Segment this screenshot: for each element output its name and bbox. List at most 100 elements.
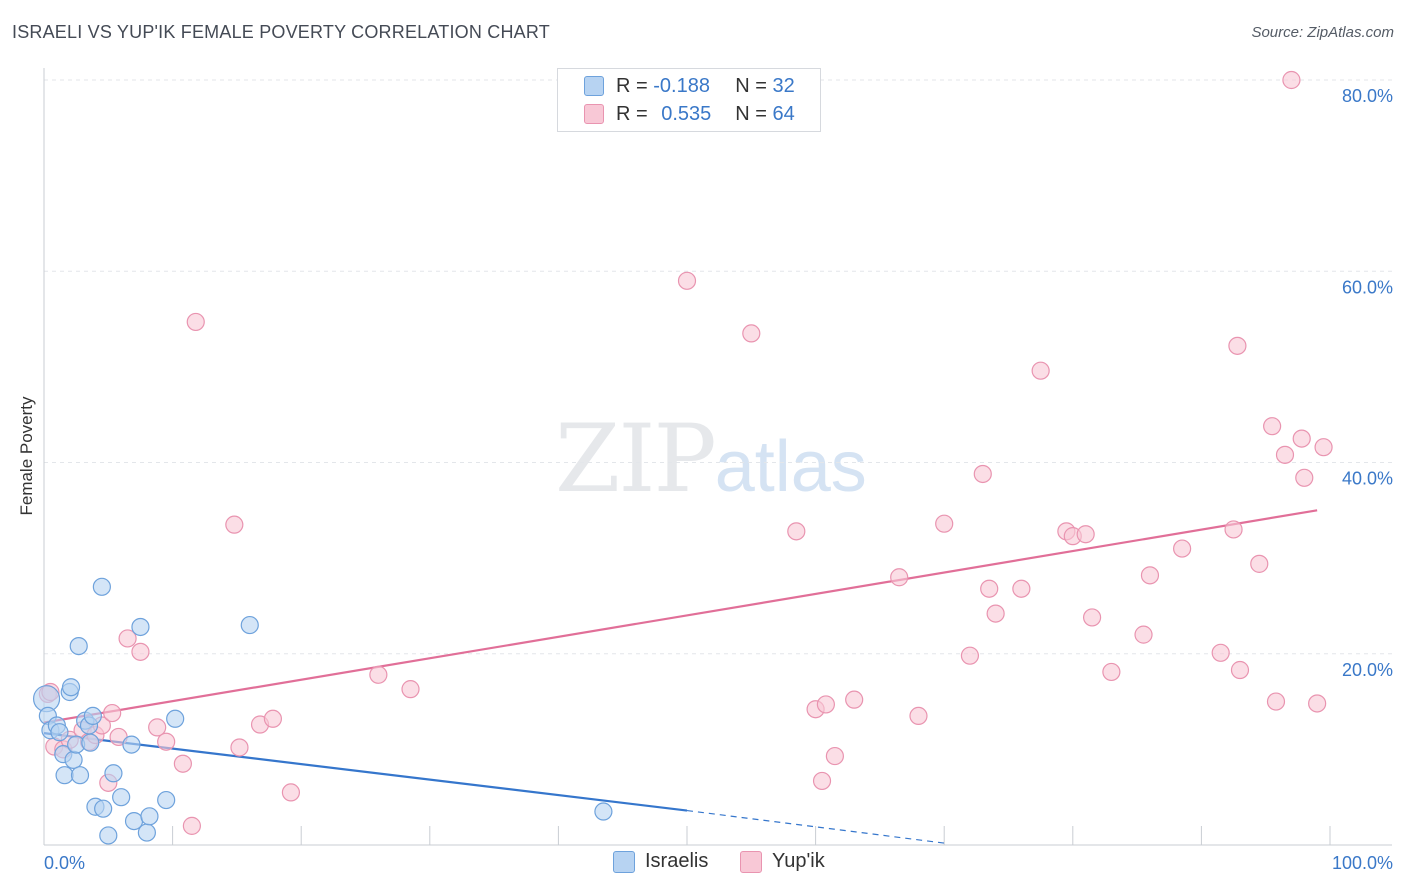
point-israelis xyxy=(50,723,69,742)
x-tick-label: 0.0% xyxy=(44,853,85,873)
trend-lines xyxy=(43,509,1318,844)
point-israelis xyxy=(131,617,150,637)
point-yupik xyxy=(1250,554,1269,573)
point-yupik xyxy=(1031,361,1050,380)
point-yupik xyxy=(1292,429,1311,448)
point-israelis xyxy=(122,735,141,754)
point-israelis xyxy=(240,615,259,635)
bottom-legend-label: Yup'ik xyxy=(772,850,825,872)
point-yupik xyxy=(1082,608,1102,627)
point-yupik xyxy=(1275,445,1295,464)
y-tick-label: 80.0% xyxy=(1342,86,1393,106)
point-israelis xyxy=(104,764,123,783)
point-israelis xyxy=(112,788,131,807)
source-attribution: Source: ZipAtlas.com xyxy=(1251,24,1394,41)
point-israelis xyxy=(137,823,156,842)
legend-n-value: 32 xyxy=(772,74,795,97)
point-israelis xyxy=(83,706,102,726)
gridlines xyxy=(44,79,1392,655)
point-yupik xyxy=(281,783,301,802)
point-israelis xyxy=(99,826,118,845)
point-yupik xyxy=(1224,520,1243,539)
point-israelis xyxy=(94,799,113,818)
point-yupik xyxy=(980,579,999,598)
bottom-legend-yupik: Yup'ik xyxy=(740,850,825,873)
point-yupik xyxy=(909,706,928,726)
point-yupik xyxy=(1228,336,1247,355)
point-yupik xyxy=(131,642,150,661)
point-yupik xyxy=(369,665,388,684)
point-yupik xyxy=(935,514,954,533)
watermark-atlas: atlas xyxy=(714,427,867,507)
point-yupik xyxy=(1102,662,1121,682)
y-tick-label: 40.0% xyxy=(1342,469,1393,489)
point-yupik xyxy=(225,515,244,534)
bottom-legend-label: Israelis xyxy=(645,850,709,872)
point-yupik xyxy=(1140,566,1160,585)
bottom-legend-swatch-blue xyxy=(613,850,635,873)
point-yupik xyxy=(182,816,201,835)
point-yupik xyxy=(157,732,176,751)
point-israelis xyxy=(594,802,613,821)
point-yupik xyxy=(1230,660,1250,680)
point-yupik xyxy=(148,718,167,737)
point-yupik xyxy=(812,771,832,791)
point-yupik xyxy=(1314,438,1333,457)
legend-swatch-blue xyxy=(584,76,604,96)
point-yupik xyxy=(230,738,249,757)
x-tick-label: 100.0% xyxy=(1332,853,1393,873)
point-yupik xyxy=(973,464,992,484)
point-yupik xyxy=(1282,70,1301,90)
point-israelis xyxy=(61,678,81,697)
legend-n-label: N = xyxy=(735,74,773,97)
legend-swatch-pink xyxy=(584,104,604,124)
point-yupik xyxy=(677,271,697,290)
point-israelis xyxy=(69,636,88,656)
trend-line-israelis xyxy=(43,732,688,812)
point-yupik xyxy=(173,754,192,773)
legend-r-label: R = xyxy=(616,74,654,97)
legend-row-yupik: R = 0.535 N = 64 xyxy=(584,101,795,127)
point-yupik xyxy=(1266,692,1286,711)
point-yupik xyxy=(263,709,283,728)
point-yupik xyxy=(1263,417,1282,436)
point-yupik xyxy=(1134,625,1153,644)
point-yupik xyxy=(1295,468,1314,487)
legend-n-value: 64 xyxy=(772,102,795,125)
point-yupik xyxy=(1012,579,1031,598)
point-yupik xyxy=(890,568,909,587)
y-tick-label: 20.0% xyxy=(1342,660,1393,680)
point-yupik xyxy=(1076,525,1095,544)
watermark-zip: ZIP xyxy=(555,405,717,514)
point-israelis xyxy=(92,577,111,596)
point-israelis xyxy=(64,750,83,769)
point-yupik xyxy=(742,324,761,343)
point-yupik xyxy=(845,690,864,709)
point-israelis xyxy=(81,733,100,752)
point-israelis xyxy=(166,709,185,728)
legend-n-label: N = xyxy=(735,102,773,125)
correlation-legend: R = -0.188 N = 32 R = 0.535 N = 64 xyxy=(557,68,821,132)
y-tick-label: 60.0% xyxy=(1342,277,1393,297)
legend-r-value: -0.188 xyxy=(653,74,710,97)
point-israelis xyxy=(140,807,159,826)
point-israelis xyxy=(55,766,74,785)
point-yupik xyxy=(118,629,137,648)
point-yupik xyxy=(825,746,844,766)
bottom-legend-israelis: Israelis xyxy=(613,850,708,873)
point-yupik xyxy=(1211,643,1230,662)
tick-labels: 20.0% 40.0% 60.0% 80.0% 0.0% 100.0% xyxy=(44,86,1393,873)
point-yupik xyxy=(103,703,122,723)
point-yupik xyxy=(816,695,835,714)
legend-r-label: R = xyxy=(616,102,654,125)
point-yupik xyxy=(960,646,980,665)
point-yupik xyxy=(186,312,205,332)
point-yupik xyxy=(401,680,420,699)
point-israelis xyxy=(157,790,176,810)
point-yupik xyxy=(1308,694,1327,713)
point-israelis xyxy=(70,766,90,785)
axes xyxy=(43,68,1392,846)
legend-r-value: 0.535 xyxy=(661,102,712,125)
bottom-legend-swatch-pink xyxy=(740,850,762,873)
